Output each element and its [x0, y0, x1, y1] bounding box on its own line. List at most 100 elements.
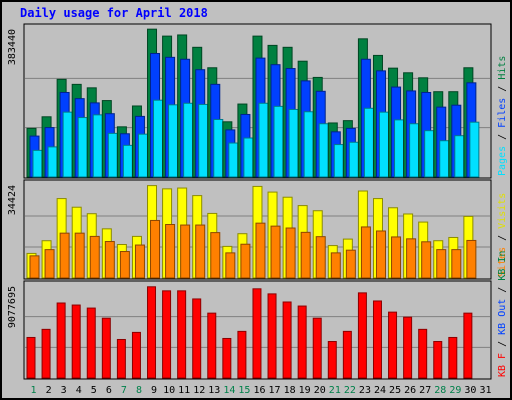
- bar-sites: [315, 236, 326, 279]
- bar-sites: [436, 249, 447, 279]
- bar-sites: [391, 236, 402, 279]
- legend-separator: /: [497, 281, 508, 299]
- bar-sites: [421, 241, 432, 279]
- x-tick-label: 31: [479, 385, 491, 396]
- x-tick-label: 22: [344, 385, 356, 396]
- legend-entry: KB Out: [497, 299, 508, 335]
- bar-pages: [288, 108, 299, 178]
- bar-kb-f: [463, 312, 473, 379]
- bar-sites: [29, 255, 40, 279]
- panel-max-label: 9077695: [7, 286, 18, 328]
- legend-entry: KB F: [497, 353, 508, 377]
- legend-separator: /: [497, 128, 508, 146]
- bar-pages: [333, 144, 344, 178]
- bar-kb-f: [403, 316, 413, 379]
- legend-entry: Visits: [497, 193, 508, 229]
- x-tick-label: 16: [253, 385, 265, 396]
- chart-title: Daily usage for April 2018: [20, 6, 208, 20]
- bar-sites: [240, 243, 251, 279]
- bar-sites: [150, 219, 161, 279]
- bar-kb-f: [162, 290, 172, 379]
- bar-sites: [165, 224, 176, 279]
- bar-sites: [180, 224, 191, 279]
- panel-legend: Pages / Files / Hits: [497, 56, 508, 176]
- bar-pages: [303, 111, 314, 178]
- bar-kb-f: [448, 336, 458, 379]
- bar-kb-f: [131, 331, 141, 379]
- bar-pages: [137, 133, 148, 178]
- bar-pages: [454, 135, 465, 178]
- bar-kb-f: [116, 338, 126, 379]
- x-tick-label: 19: [299, 385, 311, 396]
- legend-entry: Pages: [497, 146, 508, 176]
- bar-sites: [134, 244, 145, 279]
- bar-sites: [360, 226, 371, 279]
- bar-kb-f: [71, 304, 81, 379]
- panel-legend: Sites / Visits: [497, 193, 508, 277]
- bar-kb-f: [342, 330, 352, 379]
- x-tick-label: 7: [121, 385, 127, 396]
- chart-panels: 383440 Pages / Files / Hits 34424 Sites / V…: [7, 23, 508, 380]
- bar-kb-f: [282, 301, 292, 379]
- bar-kb-f: [372, 300, 382, 379]
- bar-pages: [258, 102, 269, 178]
- bar-kb-f: [327, 341, 337, 379]
- x-tick-label: 5: [91, 385, 97, 396]
- bar-pages: [439, 140, 450, 178]
- x-tick-label: 20: [314, 385, 326, 396]
- bar-pages: [273, 105, 284, 178]
- panel-pages-files-hits: 383440 Pages / Files / Hits: [7, 23, 508, 179]
- bar-pages: [153, 99, 164, 178]
- bar-sites: [89, 235, 100, 279]
- panel-max-label: 34424: [7, 185, 18, 215]
- bar-pages: [424, 130, 435, 178]
- bar-kb-f: [147, 286, 157, 379]
- bar-pages: [469, 121, 480, 178]
- bar-kb-f: [237, 330, 247, 379]
- legend-separator: /: [497, 335, 508, 353]
- bar-sites: [44, 249, 55, 279]
- bar-pages: [318, 123, 329, 178]
- x-tick-label: 15: [238, 385, 250, 396]
- bar-pages: [363, 107, 374, 178]
- bar-kb-f: [177, 290, 187, 379]
- x-tick-label: 8: [136, 385, 142, 396]
- x-tick-label: 28: [434, 385, 446, 396]
- bar-pages: [394, 119, 405, 178]
- x-axis-tick-labels: 1 2 3 4 5 6 7 8 9 10 11 12 13 14 15 16 17 18 19 20 21 22 23 24 2…: [31, 385, 492, 396]
- bar-kb-f: [312, 317, 322, 379]
- x-tick-label: 4: [76, 385, 82, 396]
- bar-pages: [213, 118, 224, 178]
- bar-pages: [409, 123, 420, 178]
- bar-pages: [77, 117, 88, 178]
- legend-separator: /: [497, 80, 508, 98]
- bar-pages: [243, 137, 254, 178]
- bar-sites: [466, 239, 477, 279]
- bar-kb-f: [388, 311, 398, 379]
- bar-kb-f: [357, 292, 367, 379]
- bar-pages: [228, 142, 239, 178]
- bar-sites: [330, 252, 341, 279]
- x-tick-label: 13: [208, 385, 220, 396]
- bar-kb-f: [267, 293, 277, 379]
- legend-entry: Files: [497, 98, 508, 128]
- bar-sites: [375, 230, 386, 279]
- bar-sites: [270, 225, 281, 279]
- bar-pages: [62, 111, 73, 178]
- bar-pages: [183, 102, 194, 178]
- x-tick-label: 23: [359, 385, 371, 396]
- bar-kb-f: [192, 298, 202, 379]
- x-tick-label: 10: [163, 385, 175, 396]
- panel-kbytes: 9077695 KB F / KB Out / KB In: [7, 251, 508, 380]
- panel-max-label: 383440: [7, 29, 18, 65]
- panel-visits-sites: 34424 Sites / Visits: [7, 179, 508, 280]
- x-tick-label: 12: [193, 385, 205, 396]
- bar-kb-f: [86, 307, 96, 379]
- x-tick-label: 21: [329, 385, 341, 396]
- bar-pages: [122, 144, 133, 178]
- x-tick-label: 30: [464, 385, 476, 396]
- x-tick-label: 26: [404, 385, 416, 396]
- bar-pages: [47, 146, 58, 178]
- bar-sites: [59, 232, 70, 279]
- legend-entry: Sites: [497, 247, 508, 277]
